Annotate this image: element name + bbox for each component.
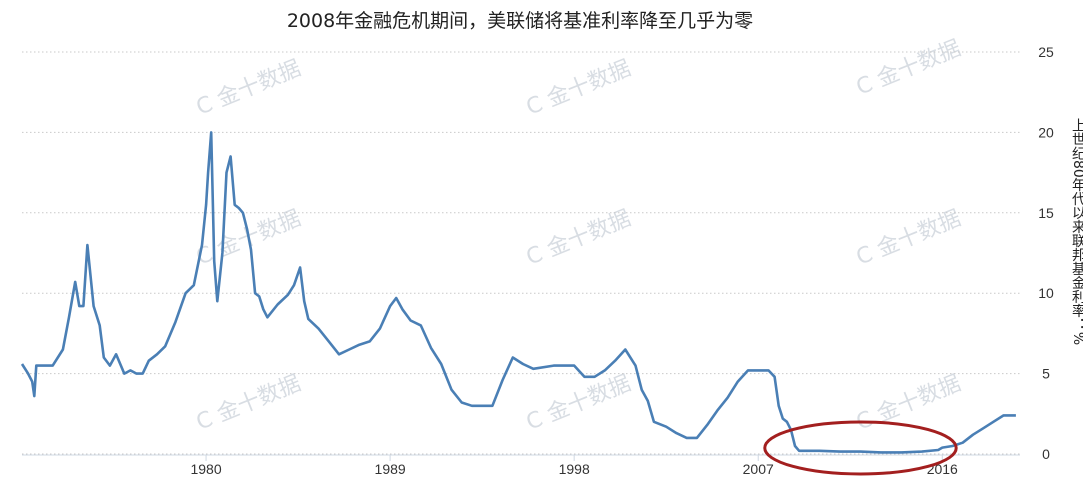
x-axis: 1980 1989 1998 2007 2016 <box>22 454 1020 477</box>
chart-title: 2008年金融危机期间，美联储将基准利率降至几乎为零 <box>286 10 754 32</box>
zero-rate-highlight <box>763 420 958 476</box>
x-tick-label: 1989 <box>375 461 406 477</box>
x-tick-label: 2007 <box>743 461 774 477</box>
x-tick-label: 1980 <box>190 461 221 477</box>
y-tick-label: 15 <box>1038 205 1054 221</box>
x-tick-label: 1998 <box>559 461 590 477</box>
watermark-text: C 金十数据 <box>523 56 635 121</box>
y-tick-label: 25 <box>1038 44 1054 60</box>
series-layer <box>20 131 1016 454</box>
y-tick-label: 5 <box>1042 366 1050 382</box>
watermark-text: C 金十数据 <box>523 371 635 436</box>
watermark-text: C 金十数据 <box>853 206 965 271</box>
watermark-text: C 金十数据 <box>193 56 305 121</box>
y-tick-label: 0 <box>1042 446 1050 462</box>
x-tick-label: 2016 <box>927 461 958 477</box>
y-tick-label: 10 <box>1038 285 1054 301</box>
y-axis-label: 上世纪80年代以来联邦基金利率：% <box>1070 118 1083 346</box>
rate-series-line <box>20 131 1016 454</box>
watermark-text: C 金十数据 <box>193 371 305 436</box>
watermark-text: C 金十数据 <box>523 206 635 271</box>
watermark-layer: C 金十数据 C 金十数据 C 金十数据 C 金十数据 C 金十数据 C 金十数据 C 金十… <box>193 36 965 436</box>
y-tick-label: 20 <box>1038 124 1054 140</box>
watermark-text: C 金十数据 <box>853 36 965 101</box>
annotation-layer <box>763 420 958 476</box>
y-axis: 0 5 10 15 20 25 <box>1038 44 1054 462</box>
